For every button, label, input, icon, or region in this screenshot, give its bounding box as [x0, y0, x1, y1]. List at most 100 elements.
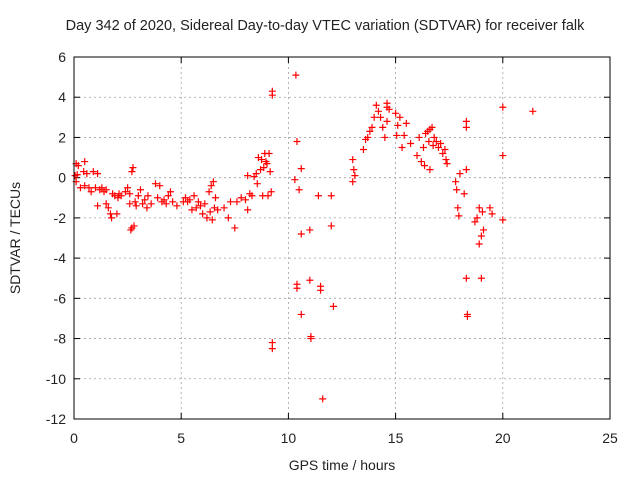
- data-point: [462, 123, 470, 131]
- data-point: [169, 198, 177, 206]
- data-point: [295, 186, 303, 194]
- data-point: [499, 216, 507, 224]
- y-tick-label: -6: [54, 290, 67, 306]
- x-tick-label: 5: [177, 430, 185, 446]
- data-point: [104, 204, 112, 212]
- data-point: [136, 186, 144, 194]
- data-point: [173, 202, 181, 210]
- data-point: [248, 192, 256, 200]
- data-point: [162, 200, 170, 208]
- data-point: [307, 335, 315, 343]
- data-point: [91, 184, 99, 192]
- data-point: [413, 152, 421, 160]
- data-point: [368, 123, 376, 131]
- data-point: [87, 188, 95, 196]
- data-point: [443, 160, 451, 168]
- data-point: [156, 182, 164, 190]
- data-point: [437, 139, 445, 147]
- data-point: [486, 204, 494, 212]
- data-point: [81, 158, 89, 166]
- data-point: [488, 210, 496, 218]
- data-point: [201, 200, 209, 208]
- data-point: [297, 165, 305, 173]
- data-point: [432, 137, 440, 145]
- data-point: [475, 240, 483, 248]
- data-point: [102, 200, 110, 208]
- data-point: [400, 131, 408, 139]
- data-point: [132, 202, 140, 210]
- data-point: [117, 192, 125, 200]
- data-point: [462, 274, 470, 282]
- data-point: [206, 208, 214, 216]
- data-point: [314, 192, 322, 200]
- data-point: [151, 180, 159, 188]
- data-point: [417, 158, 425, 166]
- data-point: [268, 339, 276, 347]
- data-point: [242, 196, 250, 204]
- data-point: [370, 113, 378, 121]
- data-point: [143, 204, 151, 212]
- data-point: [292, 71, 300, 79]
- data-point: [396, 113, 404, 121]
- data-point: [317, 286, 325, 294]
- data-point: [205, 188, 213, 196]
- data-point: [192, 204, 200, 212]
- data-point: [203, 214, 211, 222]
- data-point: [128, 168, 136, 176]
- data-point: [126, 190, 134, 198]
- x-tick-labels: 0 5 10 15 20 25: [70, 430, 618, 446]
- data-point: [381, 133, 389, 141]
- data-point: [268, 91, 276, 99]
- data-point: [475, 204, 483, 212]
- data-point: [266, 168, 274, 176]
- data-point: [439, 150, 447, 158]
- data-point: [480, 226, 488, 234]
- data-point: [126, 200, 134, 208]
- data-point: [434, 144, 442, 151]
- y-tick-label: -4: [54, 250, 67, 266]
- chart-title: Day 342 of 2020, Sidereal Day-to-day VTE…: [66, 18, 585, 34]
- data-point: [186, 196, 194, 204]
- data-point: [297, 230, 305, 238]
- x-tick-label: 25: [602, 430, 618, 446]
- y-tick-label: -2: [54, 210, 67, 226]
- y-tick-label: -8: [54, 331, 67, 347]
- data-point: [319, 395, 327, 403]
- data-point: [209, 178, 217, 186]
- data-point: [350, 166, 358, 174]
- data-point: [291, 176, 299, 184]
- data-point: [94, 202, 102, 210]
- data-point: [477, 232, 485, 240]
- data-point: [442, 156, 450, 164]
- data-point: [264, 192, 272, 200]
- data-point: [141, 196, 149, 204]
- data-point: [415, 133, 423, 141]
- data-point: [383, 117, 391, 125]
- data-point: [268, 345, 276, 353]
- data-point: [463, 312, 471, 320]
- data-point: [147, 200, 155, 208]
- data-point: [244, 172, 252, 180]
- data-point: [327, 192, 335, 200]
- data-point: [454, 204, 462, 212]
- data-point: [194, 198, 202, 206]
- data-point: [306, 276, 314, 284]
- data-point: [529, 107, 537, 115]
- data-point: [429, 141, 437, 149]
- data-point: [73, 171, 81, 179]
- data-point: [166, 188, 174, 196]
- y-tick-label: 2: [58, 129, 66, 145]
- data-point: [364, 133, 372, 141]
- data-point: [129, 164, 137, 172]
- x-axis-label: GPS time / hours: [289, 457, 396, 473]
- data-point: [349, 178, 357, 186]
- data-point: [430, 133, 438, 141]
- data-point: [258, 156, 266, 164]
- data-point: [372, 101, 380, 109]
- data-point: [85, 184, 93, 192]
- data-point: [293, 137, 301, 145]
- y-axis-label: SDTVAR / TECUs: [7, 182, 23, 294]
- data-point: [377, 113, 385, 121]
- data-point: [477, 274, 485, 282]
- data-point: [124, 184, 132, 192]
